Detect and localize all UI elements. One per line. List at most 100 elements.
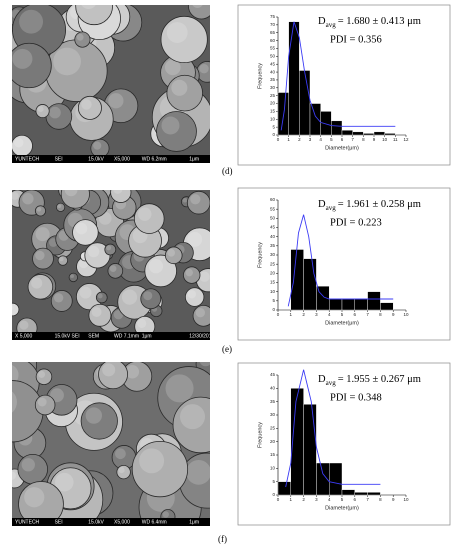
highlight xyxy=(143,291,153,301)
y-tick-label: 70 xyxy=(270,22,276,27)
highlight xyxy=(24,487,45,508)
particle xyxy=(16,317,38,332)
x-tick-label: 6 xyxy=(354,497,357,502)
pdi: PDI = 0.356 xyxy=(330,34,382,45)
highlight xyxy=(186,459,210,485)
highlight xyxy=(64,190,78,197)
y-tick-label: 5 xyxy=(272,124,275,129)
particle xyxy=(160,509,176,518)
y-tick-label: 30 xyxy=(270,412,276,417)
sem-caption: 15.0kV xyxy=(88,156,104,162)
x-tick-label: 3 xyxy=(309,137,312,142)
annotation-value: = 1.961 ± 0.258 μm xyxy=(338,199,421,210)
particle xyxy=(183,266,201,284)
x-tick-label: 1 xyxy=(287,137,290,142)
y-tick-label: 60 xyxy=(270,38,276,43)
x-tick-label: 7 xyxy=(351,137,354,142)
particle xyxy=(186,190,210,215)
bar xyxy=(331,120,343,136)
y-tick-label: 30 xyxy=(270,85,276,90)
y-tick-label: 15 xyxy=(270,109,276,114)
bar xyxy=(288,21,300,136)
highlight xyxy=(125,365,140,379)
highlight xyxy=(81,99,92,110)
highlight xyxy=(109,265,117,272)
panel-label: (e) xyxy=(222,344,232,354)
particle xyxy=(12,302,20,317)
x-tick-label: 9 xyxy=(392,312,395,317)
y-tick-label: 5 xyxy=(272,298,275,303)
sem-info-bar xyxy=(12,518,210,526)
x-tick-label: 5 xyxy=(330,137,333,142)
y-tick-label: 15 xyxy=(270,452,276,457)
particle xyxy=(188,5,210,20)
bar xyxy=(352,131,364,136)
x-tick-label: 10 xyxy=(403,497,409,502)
highlight xyxy=(12,192,19,200)
y-tick-label: 75 xyxy=(270,14,276,19)
highlight xyxy=(93,141,102,150)
bar xyxy=(309,103,321,136)
highlight xyxy=(121,289,138,305)
bar xyxy=(341,489,356,496)
sem-caption: 15.0kV SEI xyxy=(55,333,80,339)
highlight xyxy=(102,363,116,377)
bar xyxy=(341,130,353,136)
pdi: PDI = 0.223 xyxy=(330,217,382,228)
x-tick-label: 2 xyxy=(302,312,305,317)
highlight xyxy=(192,5,203,8)
particle xyxy=(74,31,91,48)
annotation-subscript: avg xyxy=(326,379,337,387)
x-tick-label: 8 xyxy=(379,497,382,502)
particle xyxy=(18,481,64,518)
highlight xyxy=(166,22,188,43)
sem-caption: WD 7.1mm xyxy=(114,333,139,339)
highlight xyxy=(179,404,206,430)
x-tick-label: 12 xyxy=(403,137,409,142)
particle xyxy=(192,304,210,327)
highlight xyxy=(164,59,181,76)
highlight xyxy=(182,197,188,203)
bar xyxy=(299,70,311,136)
y-tick-label: 10 xyxy=(270,116,276,121)
particle xyxy=(160,15,208,64)
y-tick-label: 60 xyxy=(270,197,276,202)
particle xyxy=(77,95,102,120)
sem-caption: 1μm xyxy=(142,333,152,339)
sem-caption: YUNTECH xyxy=(15,519,40,525)
particle xyxy=(50,290,73,312)
x-axis-label: Diameter(μm) xyxy=(325,505,359,511)
panel-label: (f) xyxy=(218,534,227,544)
highlight xyxy=(118,467,125,474)
y-tick-label: 45 xyxy=(270,61,276,66)
x-tick-label: 1 xyxy=(290,312,293,317)
highlight xyxy=(79,286,92,299)
highlight xyxy=(53,293,64,303)
highlight xyxy=(91,307,102,317)
highlight xyxy=(148,259,164,274)
highlight xyxy=(199,271,210,282)
particles xyxy=(12,5,210,155)
y-tick-label: 0 xyxy=(272,132,275,137)
highlight xyxy=(199,64,209,74)
particle xyxy=(156,111,197,152)
sem-caption: SEM xyxy=(88,333,99,339)
particle xyxy=(12,134,33,155)
x-tick-label: 2 xyxy=(302,497,305,502)
y-axis-label: Frequency xyxy=(257,422,263,448)
bar xyxy=(303,404,317,496)
highlight xyxy=(35,227,50,242)
highlight xyxy=(35,250,45,261)
bar xyxy=(329,298,343,311)
x-tick-label: 6 xyxy=(354,312,357,317)
x-tick-label: 3 xyxy=(315,497,318,502)
highlight xyxy=(139,448,165,474)
highlight xyxy=(70,274,74,279)
highlight xyxy=(12,48,33,69)
x-tick-label: 6 xyxy=(341,137,344,142)
annotation-value: = 1.680 ± 0.413 μm xyxy=(338,16,421,27)
annotation-subscript: avg xyxy=(326,204,337,212)
fit-curve xyxy=(285,369,381,488)
sem-info-bar xyxy=(12,155,210,163)
